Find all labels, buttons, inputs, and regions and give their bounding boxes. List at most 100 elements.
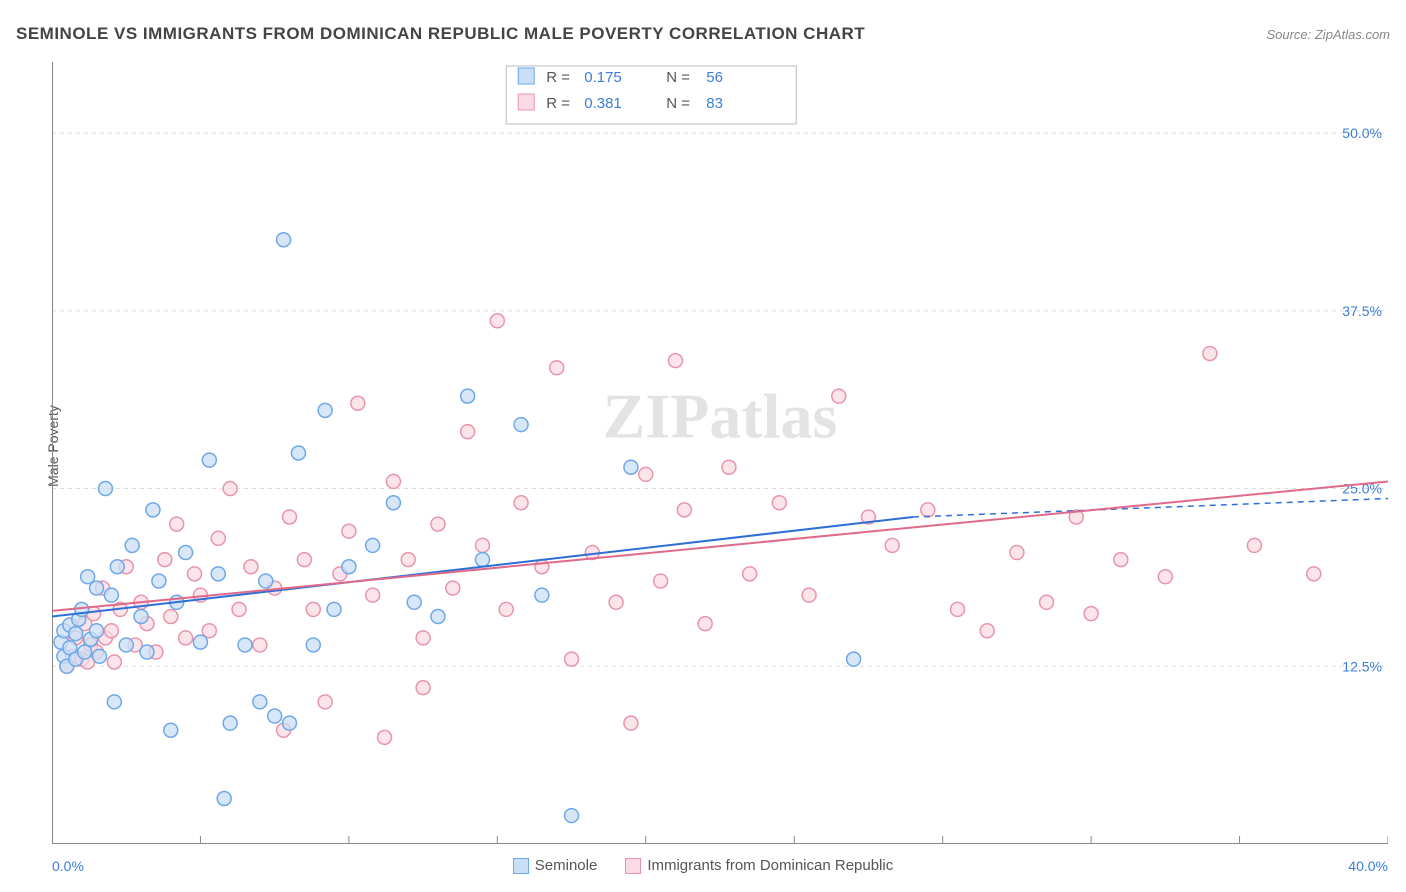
- scatter-point: [119, 638, 133, 652]
- scatter-point: [1158, 570, 1172, 584]
- svg-text:0.175: 0.175: [584, 69, 622, 86]
- scatter-point: [202, 453, 216, 467]
- scatter-point: [306, 638, 320, 652]
- scatter-point: [446, 581, 460, 595]
- scatter-point: [722, 460, 736, 474]
- scatter-point: [158, 553, 172, 567]
- scatter-point: [244, 560, 258, 574]
- scatter-chart: 12.5%25.0%37.5%50.0%ZIPatlasR =0.175N =5…: [52, 62, 1388, 844]
- scatter-point: [1203, 346, 1217, 360]
- scatter-point: [407, 595, 421, 609]
- legend-item-seminole: Seminole: [513, 857, 598, 874]
- scatter-point: [306, 602, 320, 616]
- svg-text:R =: R =: [546, 69, 570, 86]
- scatter-point: [535, 588, 549, 602]
- scatter-point: [164, 723, 178, 737]
- scatter-point: [921, 503, 935, 517]
- scatter-point: [668, 354, 682, 368]
- scatter-point: [624, 716, 638, 730]
- scatter-point: [170, 517, 184, 531]
- scatter-point: [677, 503, 691, 517]
- scatter-point: [499, 602, 513, 616]
- svg-text:56: 56: [706, 69, 723, 86]
- svg-text:50.0%: 50.0%: [1342, 125, 1382, 141]
- scatter-point: [624, 460, 638, 474]
- scatter-point: [490, 314, 504, 328]
- scatter-point: [125, 538, 139, 552]
- scatter-point: [1114, 553, 1128, 567]
- scatter-point: [318, 403, 332, 417]
- scatter-point: [223, 716, 237, 730]
- scatter-point: [1084, 607, 1098, 621]
- scatter-point: [475, 538, 489, 552]
- scatter-point: [351, 396, 365, 410]
- scatter-point: [743, 567, 757, 581]
- scatter-point: [90, 581, 104, 595]
- scatter-point: [832, 389, 846, 403]
- scatter-point: [110, 560, 124, 574]
- scatter-point: [366, 588, 380, 602]
- scatter-point: [179, 546, 193, 560]
- scatter-point: [431, 517, 445, 531]
- scatter-point: [78, 645, 92, 659]
- scatter-point: [802, 588, 816, 602]
- scatter-point: [188, 567, 202, 581]
- scatter-point: [535, 560, 549, 574]
- scatter-point: [386, 474, 400, 488]
- scatter-point: [1247, 538, 1261, 552]
- scatter-point: [342, 560, 356, 574]
- scatter-point: [211, 531, 225, 545]
- scatter-point: [107, 655, 121, 669]
- svg-text:N =: N =: [666, 69, 690, 86]
- scatter-point: [146, 503, 160, 517]
- scatter-point: [378, 730, 392, 744]
- scatter-point: [1010, 546, 1024, 560]
- scatter-point: [609, 595, 623, 609]
- scatter-point: [283, 716, 297, 730]
- scatter-point: [698, 617, 712, 631]
- scatter-point: [268, 709, 282, 723]
- scatter-point: [291, 446, 305, 460]
- scatter-point: [565, 809, 579, 823]
- scatter-point: [238, 638, 252, 652]
- scatter-point: [318, 695, 332, 709]
- scatter-point: [772, 496, 786, 510]
- scatter-point: [847, 652, 861, 666]
- scatter-point: [514, 496, 528, 510]
- scatter-point: [951, 602, 965, 616]
- scatter-point: [104, 624, 118, 638]
- scatter-point: [253, 638, 267, 652]
- scatter-point: [342, 524, 356, 538]
- svg-text:ZIPatlas: ZIPatlas: [603, 380, 838, 451]
- scatter-point: [107, 695, 121, 709]
- scatter-point: [550, 361, 564, 375]
- scatter-point: [366, 538, 380, 552]
- svg-text:37.5%: 37.5%: [1342, 303, 1382, 319]
- scatter-point: [223, 482, 237, 496]
- scatter-point: [152, 574, 166, 588]
- scatter-point: [416, 681, 430, 695]
- scatter-point: [639, 467, 653, 481]
- scatter-point: [283, 510, 297, 524]
- svg-text:0.381: 0.381: [584, 95, 622, 112]
- regression-line-seminole: [52, 517, 913, 617]
- scatter-point: [98, 482, 112, 496]
- scatter-point: [259, 574, 273, 588]
- scatter-point: [134, 610, 148, 624]
- scatter-point: [327, 602, 341, 616]
- scatter-point: [461, 389, 475, 403]
- scatter-point: [179, 631, 193, 645]
- scatter-point: [401, 553, 415, 567]
- scatter-point: [297, 553, 311, 567]
- scatter-point: [885, 538, 899, 552]
- scatter-point: [277, 233, 291, 247]
- source-label: Source: ZipAtlas.com: [1266, 27, 1390, 42]
- scatter-point: [1307, 567, 1321, 581]
- scatter-point: [565, 652, 579, 666]
- scatter-point: [980, 624, 994, 638]
- scatter-point: [475, 553, 489, 567]
- scatter-point: [654, 574, 668, 588]
- bottom-legend: Seminole Immigrants from Dominican Repub…: [0, 857, 1406, 874]
- scatter-point: [232, 602, 246, 616]
- scatter-point: [461, 425, 475, 439]
